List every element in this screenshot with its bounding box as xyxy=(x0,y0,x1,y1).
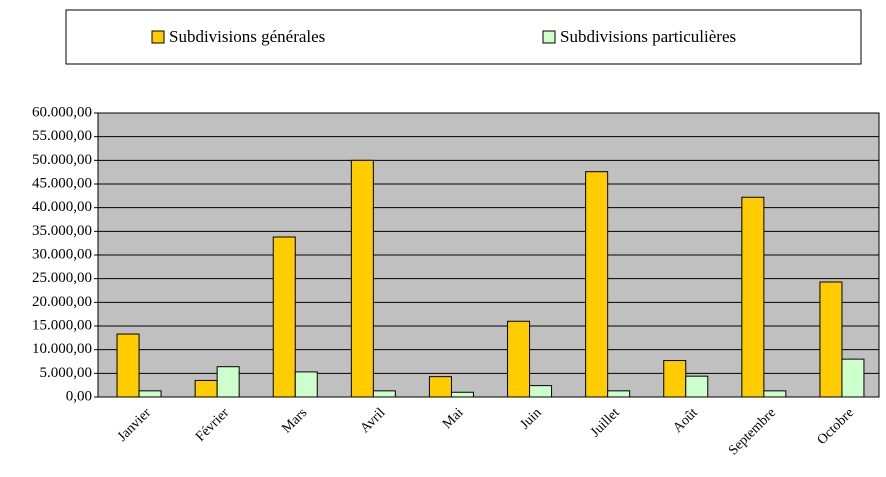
bar xyxy=(763,390,787,398)
bar xyxy=(585,171,609,398)
y-tick-label: 60.000,00 xyxy=(32,104,92,120)
bar xyxy=(450,391,474,398)
y-tick-label: 25.000,00 xyxy=(32,270,92,286)
bar xyxy=(372,390,396,398)
bar xyxy=(194,379,218,398)
y-tick-label: 55.000,00 xyxy=(32,128,92,144)
bar xyxy=(663,360,687,398)
y-tick-label: 15.000,00 xyxy=(32,317,92,333)
bar xyxy=(294,371,318,398)
y-tick-label: 45.000,00 xyxy=(32,175,92,191)
bar xyxy=(428,376,452,398)
plot-border xyxy=(97,112,880,398)
bar xyxy=(607,390,631,398)
x-tick-label: Août xyxy=(670,405,700,435)
y-tick-label: 10.000,00 xyxy=(32,341,92,357)
y-tick-label: 5.000,00 xyxy=(40,365,93,381)
x-tick-label: Juillet xyxy=(588,405,623,440)
x-tick-label: Mai xyxy=(440,405,467,432)
bar xyxy=(116,333,140,398)
y-tick-label: 35.000,00 xyxy=(32,223,92,239)
bar xyxy=(138,390,162,398)
x-tick-label: Juin xyxy=(518,405,545,432)
x-tick-label: Octobre xyxy=(815,405,857,447)
y-tick-label: 0,00 xyxy=(66,388,92,404)
x-tick-label: Septembre xyxy=(726,405,779,458)
x-tick-label: Janvier xyxy=(115,405,154,444)
bar xyxy=(529,385,553,398)
bar xyxy=(507,320,531,398)
legend-label: Subdivisions générales xyxy=(169,27,325,46)
bar xyxy=(841,358,865,398)
bar xyxy=(819,281,843,398)
bar xyxy=(350,159,374,398)
y-tick-label: 40.000,00 xyxy=(32,199,92,215)
bar xyxy=(272,236,296,398)
legend-swatch xyxy=(151,30,165,44)
bar xyxy=(741,196,765,398)
y-tick-label: 50.000,00 xyxy=(32,152,92,168)
legend-swatch xyxy=(542,30,556,44)
x-tick-label: Avril xyxy=(358,405,389,436)
x-tick-label: Mars xyxy=(279,405,310,436)
y-tick-label: 30.000,00 xyxy=(32,246,92,262)
x-tick-label: Février xyxy=(193,405,232,444)
y-tick-label: 20.000,00 xyxy=(32,294,92,310)
bar xyxy=(685,375,709,398)
legend-label: Subdivisions particulières xyxy=(560,27,736,46)
bar xyxy=(216,366,240,398)
legend-box xyxy=(65,9,862,65)
